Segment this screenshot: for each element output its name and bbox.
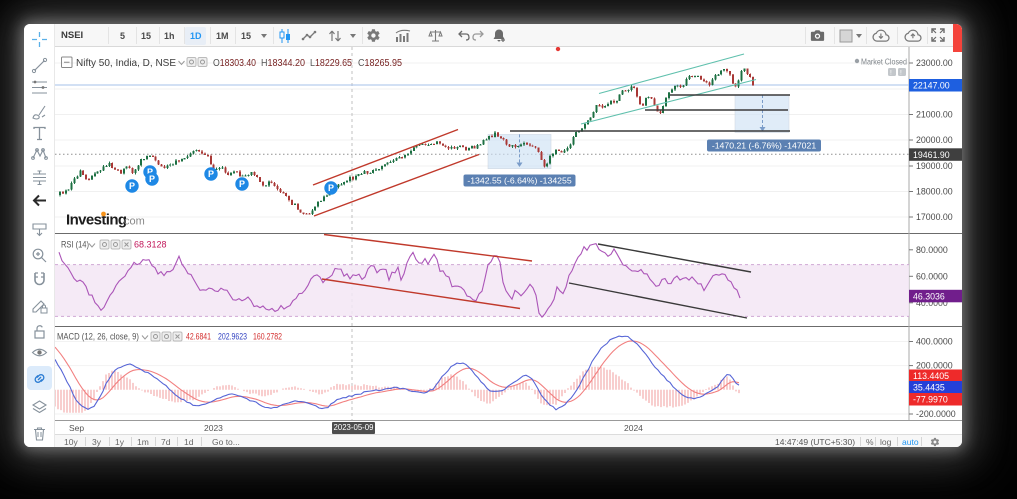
svg-text:68.3128: 68.3128	[134, 240, 167, 250]
svg-text:80.0000: 80.0000	[916, 245, 948, 255]
svg-text:Nifty 50, India, D, NSE: Nifty 50, India, D, NSE	[76, 58, 176, 69]
svg-text:160.2782: 160.2782	[253, 332, 282, 342]
svg-text:60.0000: 60.0000	[916, 271, 948, 281]
svg-text:35.4435: 35.4435	[913, 383, 945, 393]
svg-text:P: P	[149, 174, 155, 184]
svg-text:400.0000: 400.0000	[916, 337, 953, 347]
svg-text:202.9623: 202.9623	[218, 332, 247, 342]
svg-text:.com: .com	[121, 216, 145, 228]
svg-text:19000.00: 19000.00	[916, 161, 953, 171]
svg-text:40.0000: 40.0000	[916, 298, 948, 308]
svg-text:P: P	[129, 181, 135, 191]
svg-text:MACD (12, 26, close, 9): MACD (12, 26, close, 9)	[57, 332, 139, 342]
svg-text:Market Closed: Market Closed	[861, 57, 907, 67]
svg-text:23000.00: 23000.00	[916, 58, 953, 68]
svg-text:113.4405: 113.4405	[913, 371, 949, 381]
svg-text:!: !	[890, 70, 892, 77]
svg-text:18000.00: 18000.00	[916, 187, 953, 197]
svg-text:-1342.55 (-6.64%) -134255: -1342.55 (-6.64%) -134255	[467, 176, 571, 186]
svg-text:P: P	[239, 179, 245, 189]
svg-text:L18229.65: L18229.65	[310, 58, 352, 69]
svg-text:21000.00: 21000.00	[916, 110, 953, 120]
svg-text:P: P	[328, 183, 334, 193]
svg-text:O18303.40: O18303.40	[213, 58, 256, 69]
svg-text:-1470.21 (-6.76%) -147021: -1470.21 (-6.76%) -147021	[712, 141, 816, 151]
svg-text:19461.90: 19461.90	[913, 150, 950, 160]
svg-text:RSI (14): RSI (14)	[61, 240, 89, 250]
svg-text:46.3036: 46.3036	[913, 291, 945, 301]
svg-text:-200.0000: -200.0000	[916, 409, 956, 419]
svg-text:42.6841: 42.6841	[186, 332, 211, 342]
svg-text:!: !	[900, 70, 902, 77]
svg-text:20000.00: 20000.00	[916, 135, 953, 145]
svg-text:-77.9970: -77.9970	[913, 395, 948, 405]
svg-text:P: P	[208, 169, 214, 179]
svg-text:Investing: Investing	[66, 212, 127, 229]
svg-text:17000.00: 17000.00	[916, 212, 953, 222]
svg-text:C18265.95: C18265.95	[358, 58, 402, 69]
svg-text:P: P	[147, 167, 153, 177]
svg-text:H18344.20: H18344.20	[261, 58, 305, 69]
svg-text:22147.00: 22147.00	[913, 81, 950, 91]
svg-text:200.0000: 200.0000	[916, 361, 953, 371]
